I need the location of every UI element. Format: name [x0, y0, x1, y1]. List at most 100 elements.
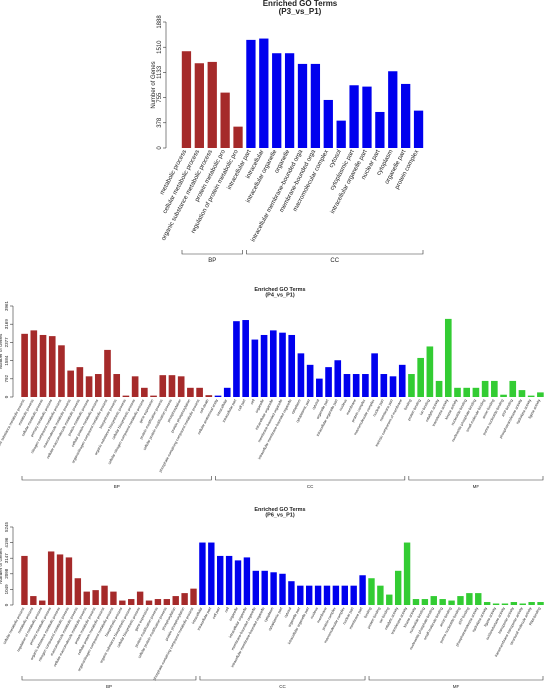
- bar: [243, 557, 251, 605]
- bar: [150, 395, 157, 397]
- bar: [67, 370, 74, 397]
- group-bracket: [246, 250, 424, 255]
- bar: [113, 374, 121, 397]
- bar: [491, 380, 498, 397]
- bar: [310, 63, 321, 148]
- bar: [341, 585, 348, 605]
- y-tick-label: 1510: [157, 40, 163, 54]
- bar: [398, 364, 406, 397]
- bar: [214, 395, 222, 397]
- bar: [481, 380, 489, 397]
- bar: [413, 110, 424, 148]
- bar: [110, 591, 117, 605]
- bar: [368, 578, 375, 605]
- bar: [359, 575, 366, 605]
- bar: [401, 83, 411, 148]
- bar: [194, 63, 204, 148]
- bar: [220, 92, 230, 148]
- bar: [39, 600, 46, 605]
- bar: [288, 581, 295, 605]
- bar: [234, 560, 242, 605]
- y-tick-label: 0: [4, 603, 9, 606]
- bar: [343, 374, 351, 397]
- y-tick-label: 2098: [4, 568, 9, 579]
- bar: [279, 573, 286, 605]
- group-bracket: [215, 476, 406, 481]
- bar: [386, 594, 393, 605]
- bar: [297, 585, 304, 605]
- bar: [74, 578, 82, 605]
- bar: [362, 86, 372, 148]
- x-tick-label: organelle: [228, 607, 238, 622]
- bar: [159, 375, 167, 397]
- group-label: BP: [114, 484, 120, 489]
- y-tick-label: 1584: [4, 355, 9, 366]
- bar: [217, 555, 224, 605]
- x-tick-label: ion binding: [419, 399, 431, 416]
- bar: [141, 387, 148, 397]
- group-label: CC: [307, 484, 314, 489]
- bar: [128, 599, 135, 605]
- x-tick-label: cytoplasm: [291, 399, 302, 415]
- x-tick-label: cell part: [237, 399, 246, 412]
- y-tick-label: 5245: [4, 521, 9, 532]
- bar: [435, 380, 443, 397]
- bar: [394, 570, 402, 605]
- chart-subtitle: (P3_vs_P1): [279, 7, 322, 16]
- bar: [509, 380, 517, 397]
- bar: [252, 570, 260, 605]
- chart-subtitle: (P4_vs_P1): [265, 293, 295, 299]
- bar: [119, 600, 126, 605]
- bar: [314, 585, 322, 605]
- bar: [272, 53, 282, 149]
- chart-title: Enriched GO Terms: [254, 287, 305, 293]
- y-tick-label: 0: [4, 395, 9, 398]
- bar: [362, 374, 369, 397]
- bar: [380, 374, 388, 397]
- bar: [439, 599, 446, 605]
- bar: [260, 334, 268, 397]
- bar: [196, 387, 203, 397]
- bar: [336, 120, 346, 148]
- x-tick-label: cell: [250, 398, 256, 405]
- bar: [463, 387, 471, 397]
- group-label: BP: [208, 258, 216, 264]
- bar: [332, 585, 340, 605]
- bar: [518, 390, 526, 397]
- bar: [284, 53, 295, 149]
- bar: [316, 378, 323, 397]
- bar: [259, 38, 269, 149]
- y-tick-label: 3169: [4, 319, 9, 330]
- bar: [334, 360, 342, 397]
- bar: [83, 591, 90, 605]
- bar: [21, 333, 28, 397]
- bar: [457, 596, 464, 605]
- y-tick-label: 1049: [4, 584, 9, 595]
- group-bracket: [181, 250, 243, 255]
- x-tick-label: binding: [403, 399, 412, 411]
- bar: [181, 593, 188, 605]
- bar: [65, 557, 73, 605]
- bar: [426, 346, 434, 397]
- bar: [233, 321, 240, 397]
- bar: [251, 339, 259, 397]
- bar: [325, 367, 332, 397]
- bar: [352, 374, 360, 397]
- x-tick-label: cell part: [212, 607, 221, 620]
- group-label: BP: [106, 684, 112, 689]
- bar: [403, 542, 411, 605]
- bar: [288, 334, 296, 397]
- x-tick-label: cytosol: [283, 606, 292, 618]
- bar: [421, 599, 429, 605]
- bar: [92, 590, 99, 605]
- bar: [408, 374, 415, 397]
- x-tick-label: nucleus: [339, 398, 348, 411]
- bar: [85, 376, 93, 397]
- x-tick-label: cell: [224, 606, 230, 613]
- bar: [472, 387, 480, 397]
- bar: [412, 599, 420, 605]
- bar: [519, 603, 526, 605]
- bar: [448, 600, 455, 605]
- bar: [101, 585, 108, 605]
